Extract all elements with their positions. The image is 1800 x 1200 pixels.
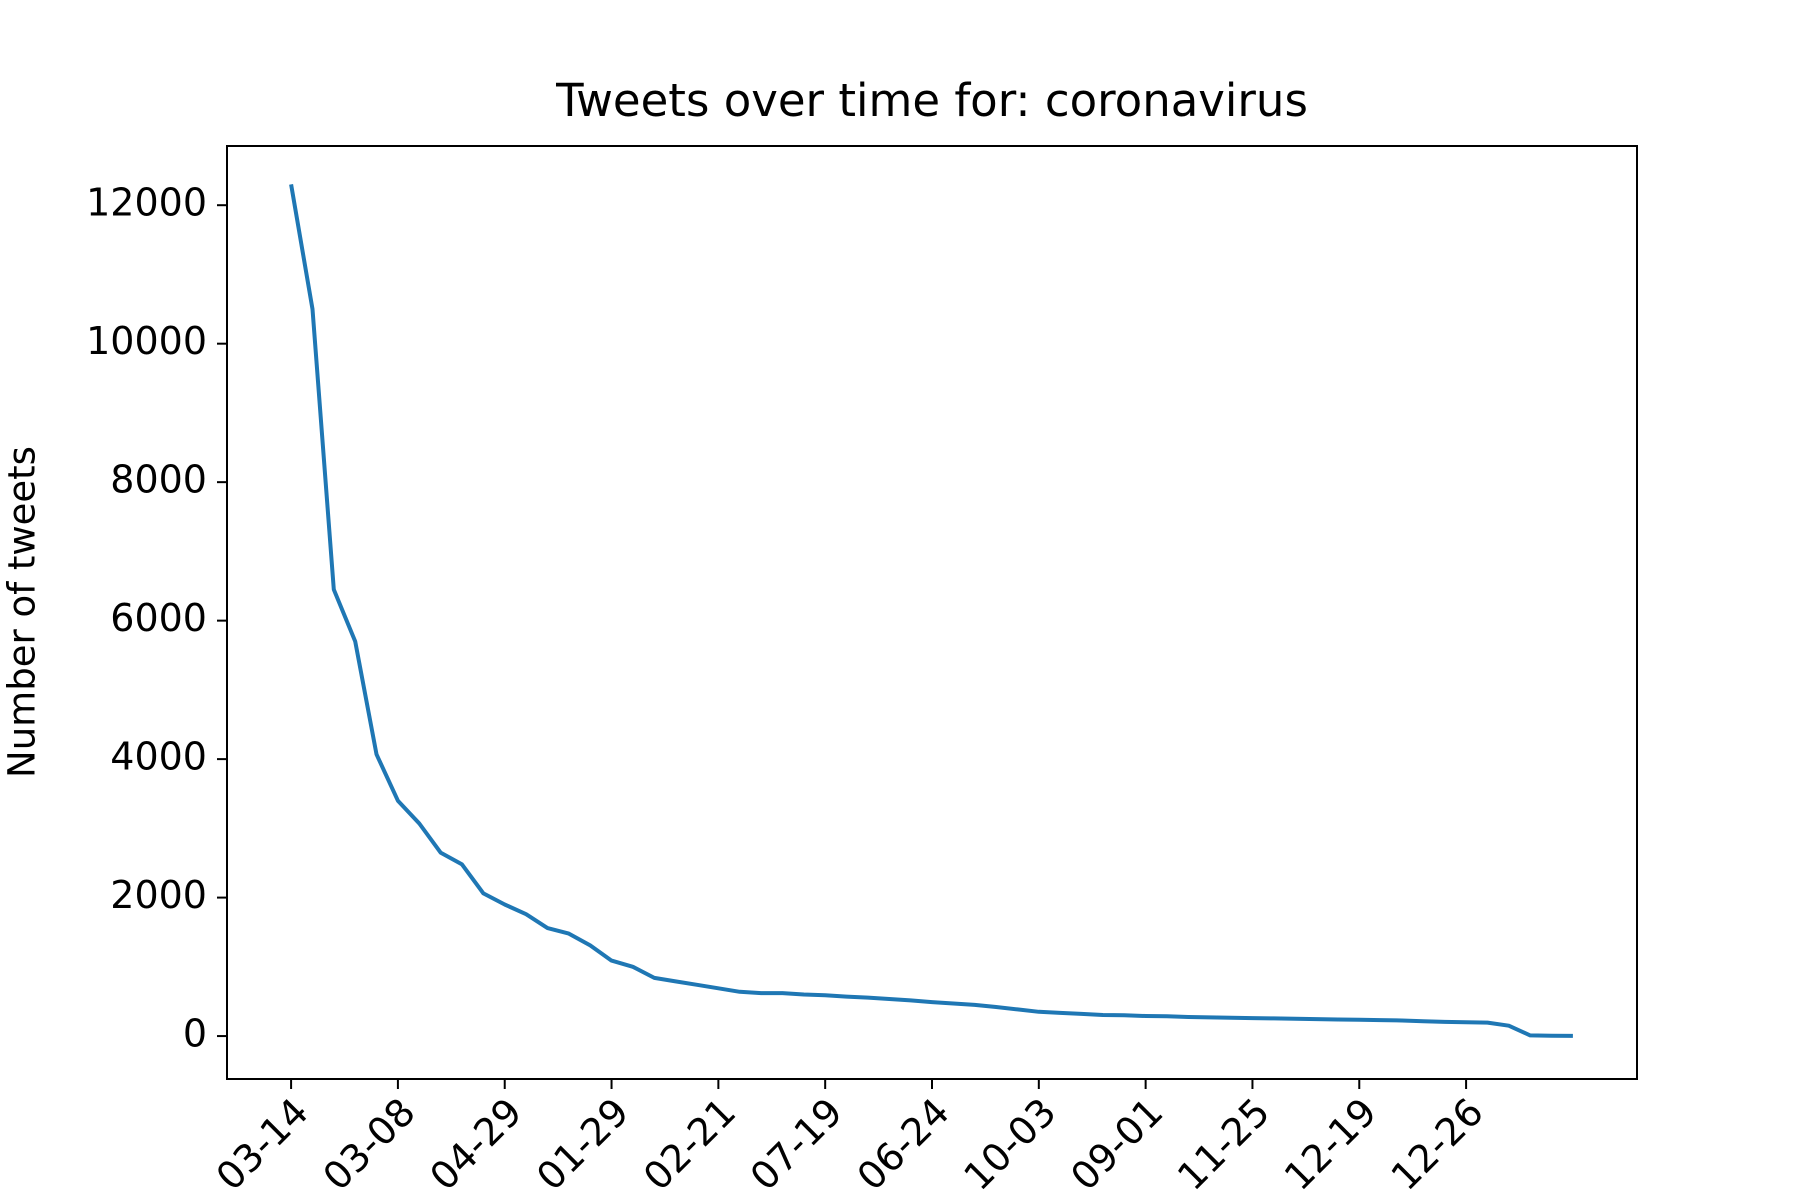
x-tick-label: 07-19 (742, 1090, 851, 1199)
y-tick-label: 12000 (86, 181, 207, 225)
x-tick-label: 12-19 (1276, 1090, 1385, 1199)
x-tick-label: 03-14 (208, 1090, 317, 1199)
x-tick-label: 01-29 (528, 1090, 637, 1199)
y-tick-label: 6000 (110, 596, 207, 640)
y-tick-label: 10000 (86, 319, 207, 363)
x-tick-label: 10-03 (955, 1090, 1064, 1199)
x-tick-label: 11-25 (1169, 1090, 1278, 1199)
y-axis-label: Number of tweets (1, 446, 44, 778)
x-tick-label: 02-21 (635, 1090, 744, 1199)
y-tick-label: 4000 (110, 735, 207, 779)
y-tick-label: 8000 (110, 458, 207, 502)
chart-title: Tweets over time for: coronavirus (555, 74, 1308, 127)
x-tick-label: 04-29 (421, 1090, 530, 1199)
y-tick-label: 2000 (110, 873, 207, 917)
x-tick-label: 06-24 (849, 1090, 958, 1199)
x-tick-label: 09-01 (1062, 1090, 1171, 1199)
y-tick-label: 0 (183, 1012, 207, 1056)
x-tick-label: 12-26 (1383, 1090, 1492, 1199)
x-tick-label: 03-08 (315, 1090, 424, 1199)
data-line (289, 184, 1573, 1038)
plot-frame (226, 145, 1638, 1080)
